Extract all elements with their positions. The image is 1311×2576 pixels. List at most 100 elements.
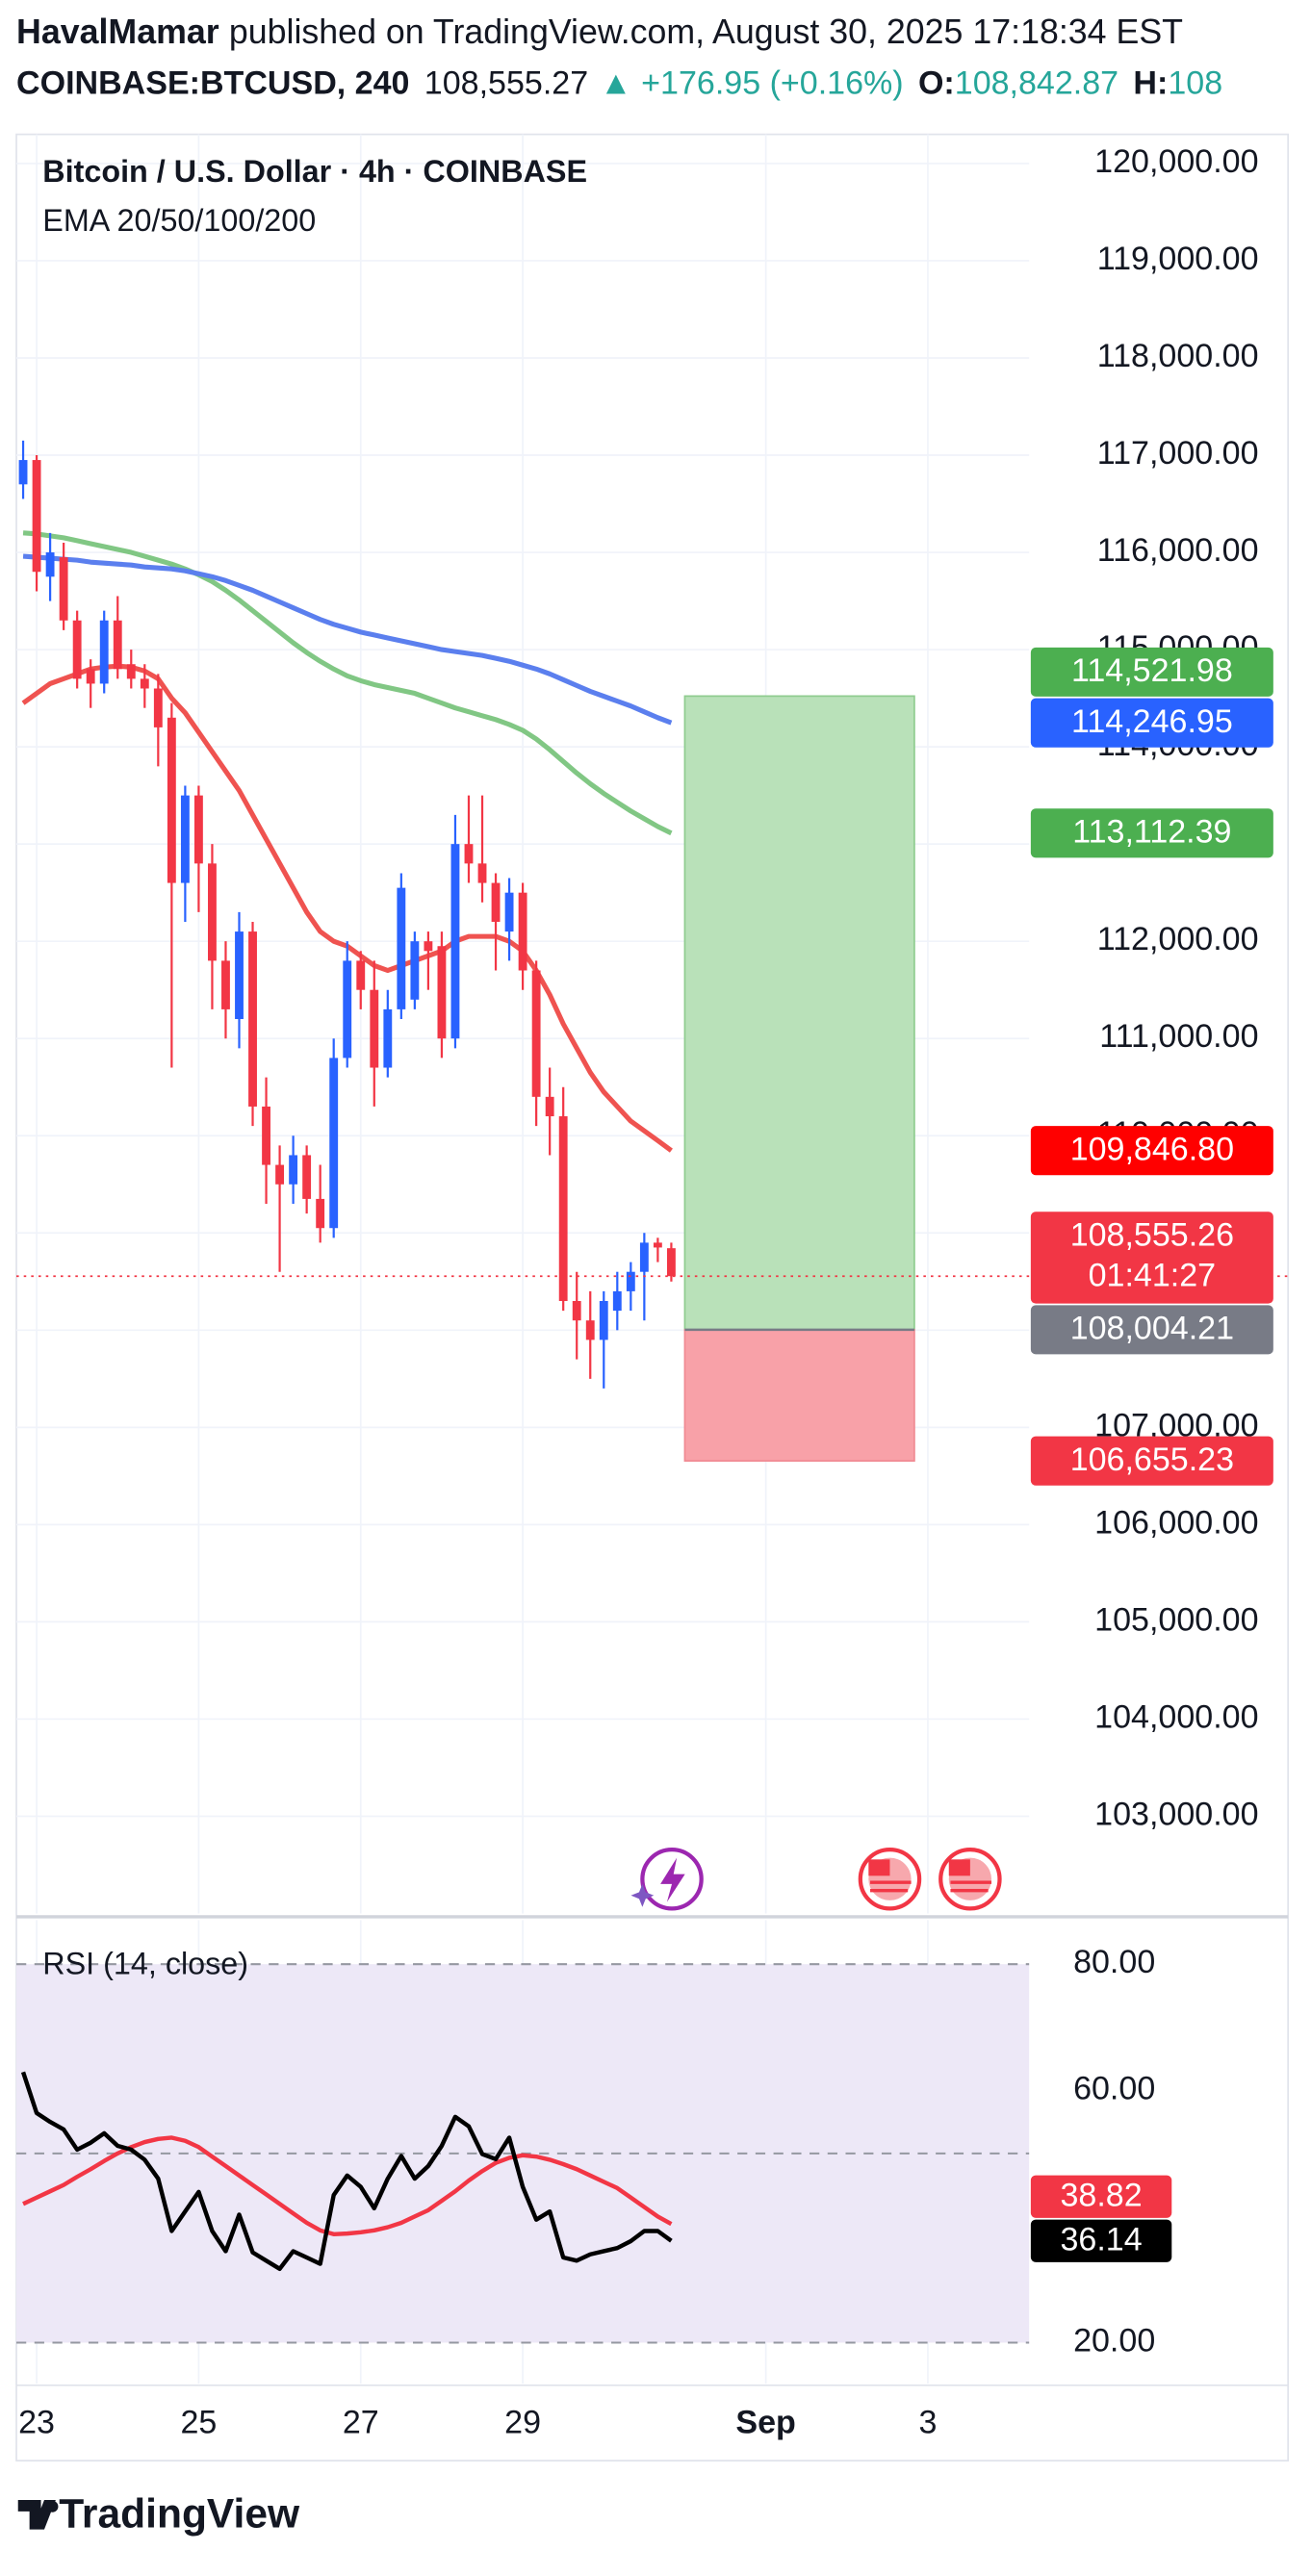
flag-icon[interactable] [938,1847,1002,1911]
price-label-box [1030,1126,1273,1176]
candle-body [437,946,447,1039]
candle-body [653,1242,662,1248]
y-tick-label: 119,000.00 [1097,241,1259,277]
y-tick-label: 103,000.00 [1094,1796,1258,1832]
candle-body [248,931,257,1107]
candle-body [302,1155,312,1199]
x-tick-label: 23 [18,2405,55,2441]
candle-body [113,620,122,670]
price-label: 113,112.39 [1072,814,1231,851]
price-label-box [1030,1211,1273,1304]
x-tick-label: 27 [343,2405,379,2441]
candle-body [491,882,501,922]
candle-body [572,1301,581,1321]
candle-body [99,620,109,684]
candle-body [424,941,433,952]
candle-body [356,960,366,990]
flag-icon[interactable] [858,1847,922,1911]
candle-body [397,887,406,1009]
y-tick-label: 118,000.00 [1097,338,1259,374]
price-label: 106,655.23 [1070,1441,1234,1478]
rsi-tick-label: 60.00 [1073,2070,1155,2106]
rsi-value-label: 38.82 [1060,2178,1142,2214]
candle-body [410,941,420,1000]
candle-body [558,1116,568,1302]
published: published on TradingView.com, August 30,… [229,13,1183,51]
candle-body [329,1058,339,1229]
symbol: COINBASE:BTCUSD, 240 [16,65,409,102]
rsi-value-label: 36.14 [1060,2222,1142,2258]
frame [15,133,1290,2461]
y-tick-label: 120,000.00 [1094,143,1258,180]
candle-body [464,844,474,864]
price-label-box [1030,647,1273,697]
header-line-2: COINBASE:BTCUSD, 240 108,555.27 ▲ +176.95 … [16,65,1222,102]
rsi-tick-label: 80.00 [1073,1944,1155,1980]
lightning [660,1857,685,1902]
candle-body [531,970,541,1097]
rsi-line [22,2135,673,2236]
candle-body [235,931,244,1020]
candle-body [221,960,230,1009]
rsi-value-box [1030,2219,1172,2262]
header-line-1: HavalMamar published on TradingView.com, … [16,13,1183,51]
last: 108,555.27 [424,65,588,102]
chart-subtitle: EMA 20/50/100/200 [42,203,316,238]
candle-body [59,557,68,621]
logo-dot [46,2500,59,2512]
candle-body [585,1320,595,1340]
candle-body [45,552,55,577]
candle-body [343,960,352,1058]
profit-zone [683,695,915,1331]
events[interactable] [630,1847,1002,1911]
x-tick-label: 29 [504,2405,541,2441]
candle-body [262,1106,270,1165]
change: ▲ +176.95 (+0.16%) [600,65,904,102]
price-label: 108,555.26 [1070,1217,1234,1254]
price-label: 109,846.80 [1070,1132,1234,1168]
candle-body [275,1164,285,1185]
y-tick-label: 106,000.00 [1094,1504,1258,1541]
candle-body [140,678,149,689]
ema-line [22,553,673,726]
y-tick-label: 116,000.00 [1097,532,1259,569]
plot: 23 25 27 29 Sep 3 120,000.00 119,000.00 118,000.… [16,134,1289,2441]
candle-body [167,717,176,883]
loss-zone [683,1329,915,1463]
candle-body [289,1155,298,1185]
y-tick-label: 105,000.00 [1094,1601,1258,1638]
candle-body [316,1198,325,1229]
price-label-box [1030,1436,1273,1486]
spark [630,1883,655,1907]
price-label-box [1030,808,1273,858]
candle-body [518,892,527,971]
price-label-box [1030,1305,1273,1355]
candle-body [72,620,82,679]
price-label: 108,004.21 [1070,1311,1234,1347]
chart-title: Bitcoin / U.S. Dollar · 4h · COINBASE [42,154,587,189]
candle-body [370,989,379,1068]
candle-body [666,1248,676,1277]
candle-body [545,1096,554,1117]
candle-body [383,1008,393,1068]
x-tick-label: 3 [918,2405,937,2441]
x-tick-label: 25 [180,2405,217,2441]
open-label: O: [918,65,955,102]
y-tick-label: 111,000.00 [1099,1018,1258,1055]
logo-mark [17,2500,56,2530]
logo: TradingView [17,2490,300,2537]
price-label-box [1030,698,1273,748]
candle-body [180,795,190,883]
candle-body [477,863,487,883]
price-label: 114,246.95 [1071,703,1233,740]
rsi-value-box [1030,2175,1172,2218]
open: 108,842.87 [955,65,1118,102]
rsi-title: RSI (14, close) [42,1947,248,1981]
y-tick-label: 112,000.00 [1097,921,1259,957]
y-tick-label: 104,000.00 [1094,1698,1258,1735]
candle-body [126,664,136,679]
candle-body [450,844,460,1039]
